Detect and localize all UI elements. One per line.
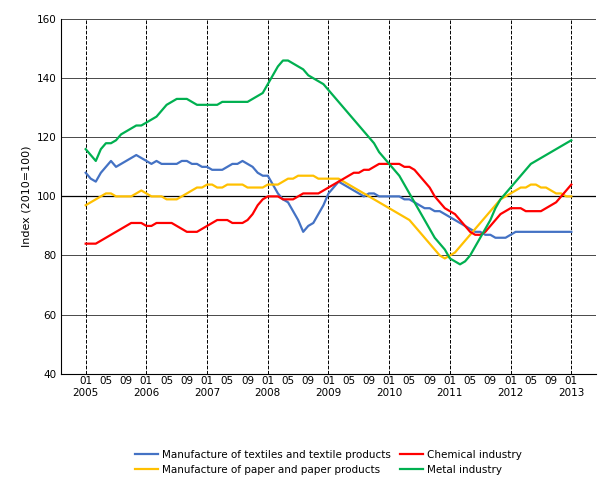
- Legend: Manufacture of textiles and textile products, Manufacture of paper and paper pro: Manufacture of textiles and textile prod…: [135, 450, 522, 475]
- Y-axis label: Index (2010=100): Index (2010=100): [21, 146, 31, 247]
